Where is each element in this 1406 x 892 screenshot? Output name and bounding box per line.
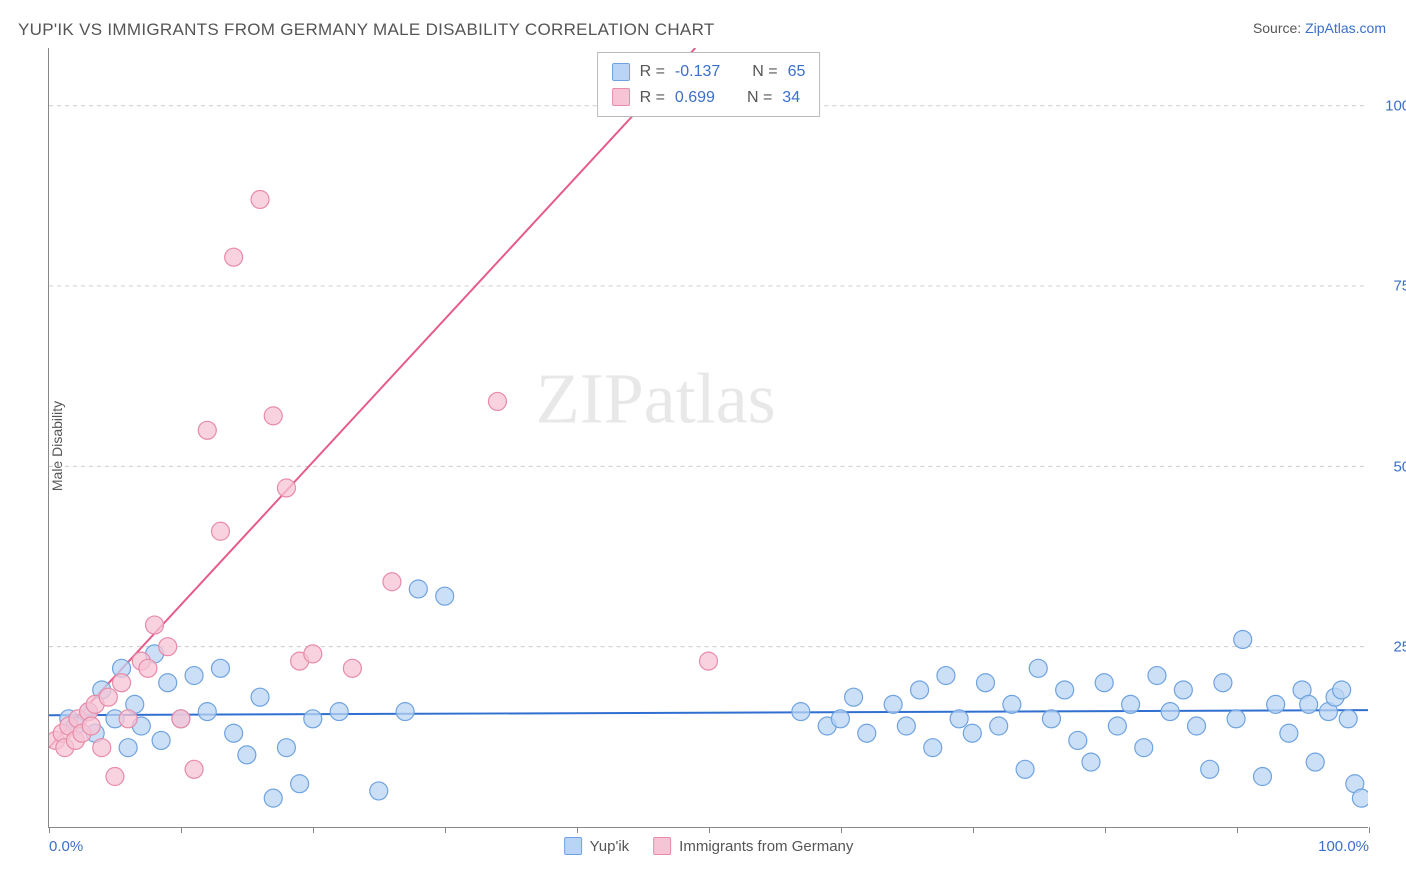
watermark-part-a: ZIP [536,358,644,438]
legend-bottom-swatch-1 [653,837,671,855]
series-legend: Yup'ik Immigrants from Germany [564,837,854,855]
x-tick [841,827,842,833]
source-label: Source: [1253,20,1301,36]
chart-svg [49,48,1368,827]
plot-area: ZIPatlas 25.0%50.0%75.0%100.0% 0.0%100.0… [48,48,1368,828]
x-tick-label: 100.0% [1318,838,1369,855]
y-tick-label: 50.0% [1393,458,1406,475]
y-tick-label: 25.0% [1393,639,1406,656]
legend-row-series-1: R = 0.699 N = 34 [612,85,806,111]
legend-item-0: Yup'ik [564,837,630,855]
r-label-1: R = [640,85,665,111]
r-label-0: R = [640,59,665,85]
n-label-1: N = [747,85,772,111]
legend-bottom-label-1: Immigrants from Germany [679,838,853,855]
source-value: ZipAtlas.com [1305,20,1386,36]
legend-swatch-1 [612,88,630,106]
watermark: ZIPatlas [536,357,776,440]
x-tick [1105,827,1106,833]
r-value-1: 0.699 [675,85,715,111]
x-tick [577,827,578,833]
source-attribution: Source: ZipAtlas.com [1253,20,1386,36]
r-value-0: -0.137 [675,59,720,85]
legend-row-series-0: R = -0.137 N = 65 [612,59,806,85]
y-tick-label: 100.0% [1385,97,1406,114]
x-tick [1369,827,1370,833]
n-value-1: 34 [782,85,800,111]
legend-bottom-label-0: Yup'ik [590,838,630,855]
x-tick [181,827,182,833]
watermark-part-b: atlas [644,358,776,438]
n-value-0: 65 [788,59,806,85]
chart-title: YUP'IK VS IMMIGRANTS FROM GERMANY MALE D… [18,20,715,40]
x-tick [49,827,50,833]
x-tick [313,827,314,833]
legend-swatch-0 [612,63,630,81]
correlation-legend: R = -0.137 N = 65 R = 0.699 N = 34 [597,52,821,117]
x-tick [709,827,710,833]
x-tick [973,827,974,833]
n-label-0: N = [752,59,777,85]
legend-bottom-swatch-0 [564,837,582,855]
x-tick [1237,827,1238,833]
y-tick-label: 75.0% [1393,278,1406,295]
legend-item-1: Immigrants from Germany [653,837,853,855]
x-tick [445,827,446,833]
x-tick-label: 0.0% [49,838,83,855]
